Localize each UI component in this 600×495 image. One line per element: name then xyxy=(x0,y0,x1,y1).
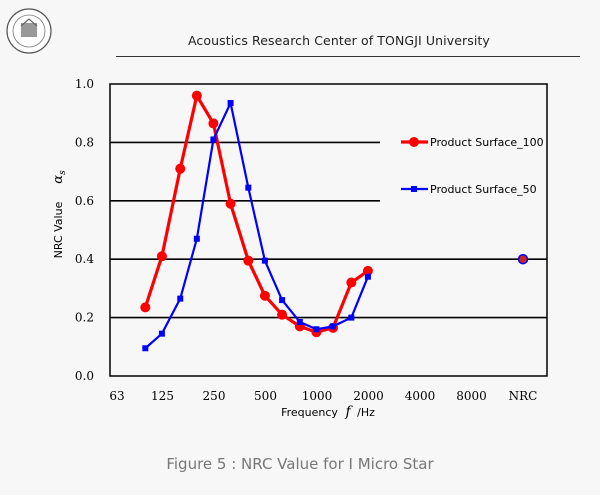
y-tick-label: 1.0 xyxy=(75,77,94,91)
y-axis-symbol-alpha: α xyxy=(51,175,66,184)
data-point xyxy=(279,297,286,304)
grid-lines xyxy=(110,141,547,319)
legend: Product Surface_100 Product Surface_50 xyxy=(397,133,545,198)
series-product-surface-50 xyxy=(142,99,371,352)
data-point xyxy=(193,235,200,242)
header-divider xyxy=(116,56,580,57)
x-tick-label: NRC xyxy=(509,389,538,403)
series-line xyxy=(144,101,369,350)
data-point xyxy=(362,265,373,276)
y-tick-label: 0.6 xyxy=(75,194,94,208)
x-axis-label-unit: /Hz xyxy=(357,406,375,419)
y-tick-label: 0.0 xyxy=(75,369,94,383)
y-tick-label: 0.2 xyxy=(75,311,94,325)
y-axis-label: NRC Value xyxy=(52,201,65,258)
data-point xyxy=(208,118,219,129)
legend-marker xyxy=(409,137,419,147)
nrc-chart: 0.0 0.2 0.4 0.6 0.8 1.0 63 125 250 500 1000 2000 40… xyxy=(51,77,548,420)
y-tick-label: 0.4 xyxy=(75,252,94,266)
data-point xyxy=(225,198,236,209)
x-tick-label: 1000 xyxy=(302,389,333,403)
data-point xyxy=(142,345,149,352)
legend-item-product-surface-100: Product Surface_100 xyxy=(397,133,545,151)
data-point xyxy=(277,309,288,320)
data-point xyxy=(158,330,165,337)
legend-background xyxy=(397,180,545,198)
legend-marker xyxy=(411,186,417,192)
data-point xyxy=(259,290,270,301)
x-tick-label: 63 xyxy=(109,389,124,403)
x-tick-labels: 63 125 250 500 1000 2000 4000 8000 NRC xyxy=(109,389,537,403)
data-point xyxy=(177,295,184,302)
x-axis-label: Frequency f /Hz xyxy=(281,404,375,420)
series-layer xyxy=(140,90,529,352)
x-axis-label-prefix: Frequency xyxy=(281,406,338,419)
x-tick-label: 500 xyxy=(254,389,277,403)
nrc-point xyxy=(517,253,529,265)
data-point xyxy=(243,255,254,266)
data-point xyxy=(346,277,357,288)
y-tick-labels: 0.0 0.2 0.4 0.6 0.8 1.0 xyxy=(75,77,94,383)
data-point xyxy=(296,318,303,325)
legend-background xyxy=(397,133,545,151)
x-axis-label-var: f xyxy=(344,404,353,420)
data-point xyxy=(227,99,234,106)
header-title: Acoustics Research Center of TONGJI Univ… xyxy=(188,33,490,48)
university-logo xyxy=(6,8,52,54)
data-point xyxy=(140,302,151,313)
y-axis-symbol-sub: s xyxy=(58,170,68,175)
y-axis-symbol: αs xyxy=(51,170,68,184)
data-point xyxy=(156,251,167,262)
data-point xyxy=(210,136,217,143)
data-point xyxy=(175,163,186,174)
x-tick-label: 125 xyxy=(151,389,174,403)
legend-item-product-surface-50: Product Surface_50 xyxy=(397,180,545,198)
y-tick-label: 0.8 xyxy=(75,135,94,149)
x-tick-label: 4000 xyxy=(405,389,436,403)
x-tick-label: 250 xyxy=(203,389,226,403)
legend-label: Product Surface_100 xyxy=(430,136,544,149)
data-point xyxy=(364,273,371,280)
series-product-surface-100 xyxy=(140,90,373,338)
figure-caption: Figure 5 : NRC Value for I Micro Star xyxy=(166,455,434,473)
x-tick-label: 2000 xyxy=(353,389,384,403)
data-point xyxy=(191,90,202,101)
data-point xyxy=(348,314,355,321)
data-point xyxy=(245,184,252,191)
data-point xyxy=(329,323,336,330)
legend-label: Product Surface_50 xyxy=(430,183,537,196)
data-point xyxy=(261,257,268,264)
plot-frame xyxy=(109,83,548,377)
x-tick-label: 8000 xyxy=(456,389,487,403)
data-point xyxy=(313,326,320,333)
